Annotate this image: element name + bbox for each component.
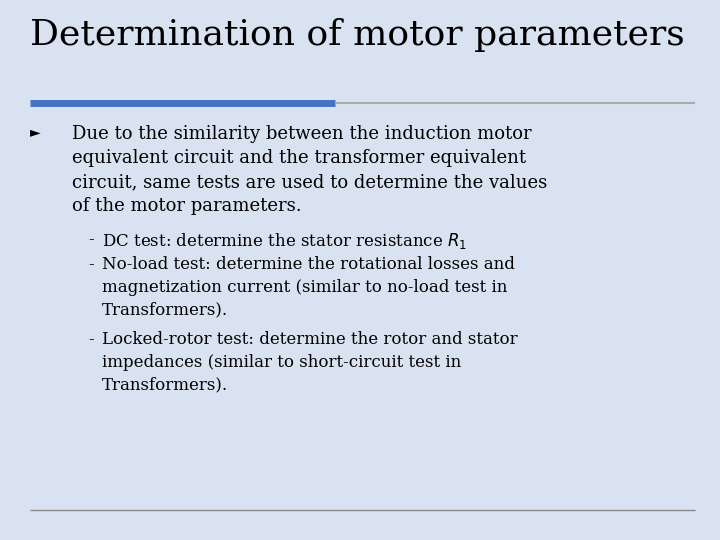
Text: equivalent circuit and the transformer equivalent: equivalent circuit and the transformer e… [72,149,526,167]
Text: DC test: determine the stator resistance $R_1$: DC test: determine the stator resistance… [102,231,467,251]
Text: Locked-rotor test: determine the rotor and stator
impedances (similar to short-c: Locked-rotor test: determine the rotor a… [102,331,518,394]
Text: No-load test: determine the rotational losses and
magnetization current (similar: No-load test: determine the rotational l… [102,256,515,319]
Text: Determination of motor parameters: Determination of motor parameters [30,18,685,52]
Text: -: - [88,231,94,248]
Text: circuit, same tests are used to determine the values: circuit, same tests are used to determin… [72,173,547,191]
Text: of the motor parameters.: of the motor parameters. [72,197,302,215]
Text: -: - [88,256,94,273]
Text: -: - [88,331,94,348]
Text: ►: ► [30,125,40,139]
Text: Due to the similarity between the induction motor: Due to the similarity between the induct… [72,125,531,143]
